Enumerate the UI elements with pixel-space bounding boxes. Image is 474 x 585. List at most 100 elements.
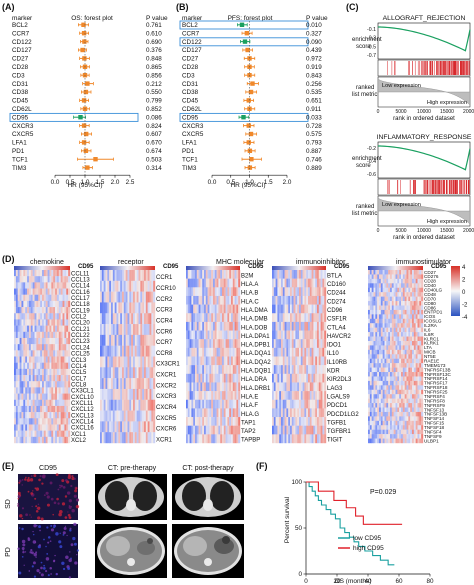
heatmap-cell [311,399,314,409]
heatmap-gene-label: IL2RA [424,323,438,328]
heatmap-gene-label: IDO1 [327,343,342,349]
heatmap-cell [286,434,289,444]
heatmap-cell [382,327,385,333]
heatmap-cell [281,287,283,297]
heatmap-cell [133,410,136,422]
ihc-stain-dot [35,509,39,513]
heatmap-cell [371,385,374,390]
heatmap-cell [320,373,323,383]
heatmap-cell [413,389,416,395]
heatmap-gene-label: CX3CR1 [156,362,180,368]
heatmap-cell [236,425,239,435]
heatmap-cell [25,436,28,444]
heatmap-cell [397,367,400,373]
heatmap-cell [198,270,201,279]
forest-row-ccr7: CCR7 0.327 [182,30,322,37]
heatmap-cell [21,375,24,382]
heatmap-cell [144,280,147,292]
heatmap-cell [45,276,48,283]
heatmap-cell [393,367,396,373]
heatmap-cell [393,354,396,359]
heatmap-cell [408,394,411,399]
heatmap-cell [58,325,61,332]
heatmap-cell [295,408,298,418]
heatmap-cell [386,411,389,417]
heatmap-cell [225,339,228,349]
heatmap-cell [45,412,48,419]
forest-tick-label: 0.0 [208,179,217,186]
heatmap-cell [118,345,121,357]
heatmap-cell [216,425,219,435]
heatmap-cell [284,304,287,314]
heatmap-cell [309,287,312,297]
heatmap-cell [412,394,415,399]
heatmap-cell [286,382,289,392]
heatmap-cell [213,295,215,305]
heatmap-cell [151,280,154,292]
heatmap-cell [277,287,280,297]
heatmap-cell [288,278,291,288]
heatmap-cell [371,389,374,395]
heatmap-cell [133,367,136,379]
heatmap-cell [386,323,389,328]
ihc-stain-dot [61,502,66,506]
heatmap-cell [377,398,380,404]
heatmap-cell [53,325,56,332]
heatmap-cell [49,282,52,289]
heatmap-cell [395,407,398,413]
heatmap-cell [415,296,418,302]
heatmap-cell [56,350,59,357]
heatmap-cell [397,287,400,293]
heatmap-cell [193,287,196,297]
heatmap-cell [320,321,323,331]
heatmap-cell [28,331,31,339]
heatmap-cell [410,425,413,430]
heatmap-cell [149,367,152,379]
heatmap-cell [195,434,197,444]
heatmap-cell [419,376,422,382]
forest-hr-point [242,39,248,44]
heatmap-cell [200,417,203,426]
heatmap-cell [399,425,402,430]
heatmap-cell [399,327,402,333]
heatmap-cell [193,295,196,305]
heatmap-cell [205,313,208,323]
heatmap-cell [62,325,65,332]
heatmap-cell [238,304,241,314]
heatmap-gene-label: TMEM173 [424,363,446,368]
heatmap-cell [413,434,416,439]
heatmap-cell [218,330,221,340]
heatmap-gene-label: HLA.C [241,299,259,305]
heatmap-cell [129,356,132,368]
heatmap-cell [234,417,237,426]
heatmap-cell [229,382,232,392]
ihc-stain-dot [62,533,65,536]
heatmap-cell [286,270,289,279]
forest-p-value: 0.327 [306,30,322,37]
heatmap-cell [320,391,323,400]
heatmap-cell [417,327,420,333]
forest-p-value: 0.865 [146,64,162,71]
heatmap-mhc-molecular: MHC molecularCD95B2MHLA.AHLA.BHLA.CHLA.D… [186,259,271,444]
heatmap-cell [306,287,309,297]
heatmap-cell [322,408,325,418]
heatmap-cell [232,321,235,331]
heatmap-cell [406,345,409,351]
km-x-tick-label: 60 [395,578,403,585]
heatmap-cell [209,330,212,340]
heatmap-cell [227,313,230,323]
forest-p-value: 0.256 [306,81,322,88]
heatmap-cell [236,434,239,444]
heatmap-cell [375,372,378,377]
heatmap-cell [408,332,411,337]
heatmap-cell [282,373,285,383]
heatmap-cell [193,278,196,288]
heatmap-cell [222,417,224,426]
heatmap-cell [417,270,420,275]
heatmap-cell [421,349,424,355]
heatmap-gene-label: CXCR4 [156,405,177,411]
heatmap-cell [45,307,48,314]
heatmap-cell [309,278,312,288]
heatmap-cell [288,399,291,409]
heatmap-cell [404,438,407,444]
